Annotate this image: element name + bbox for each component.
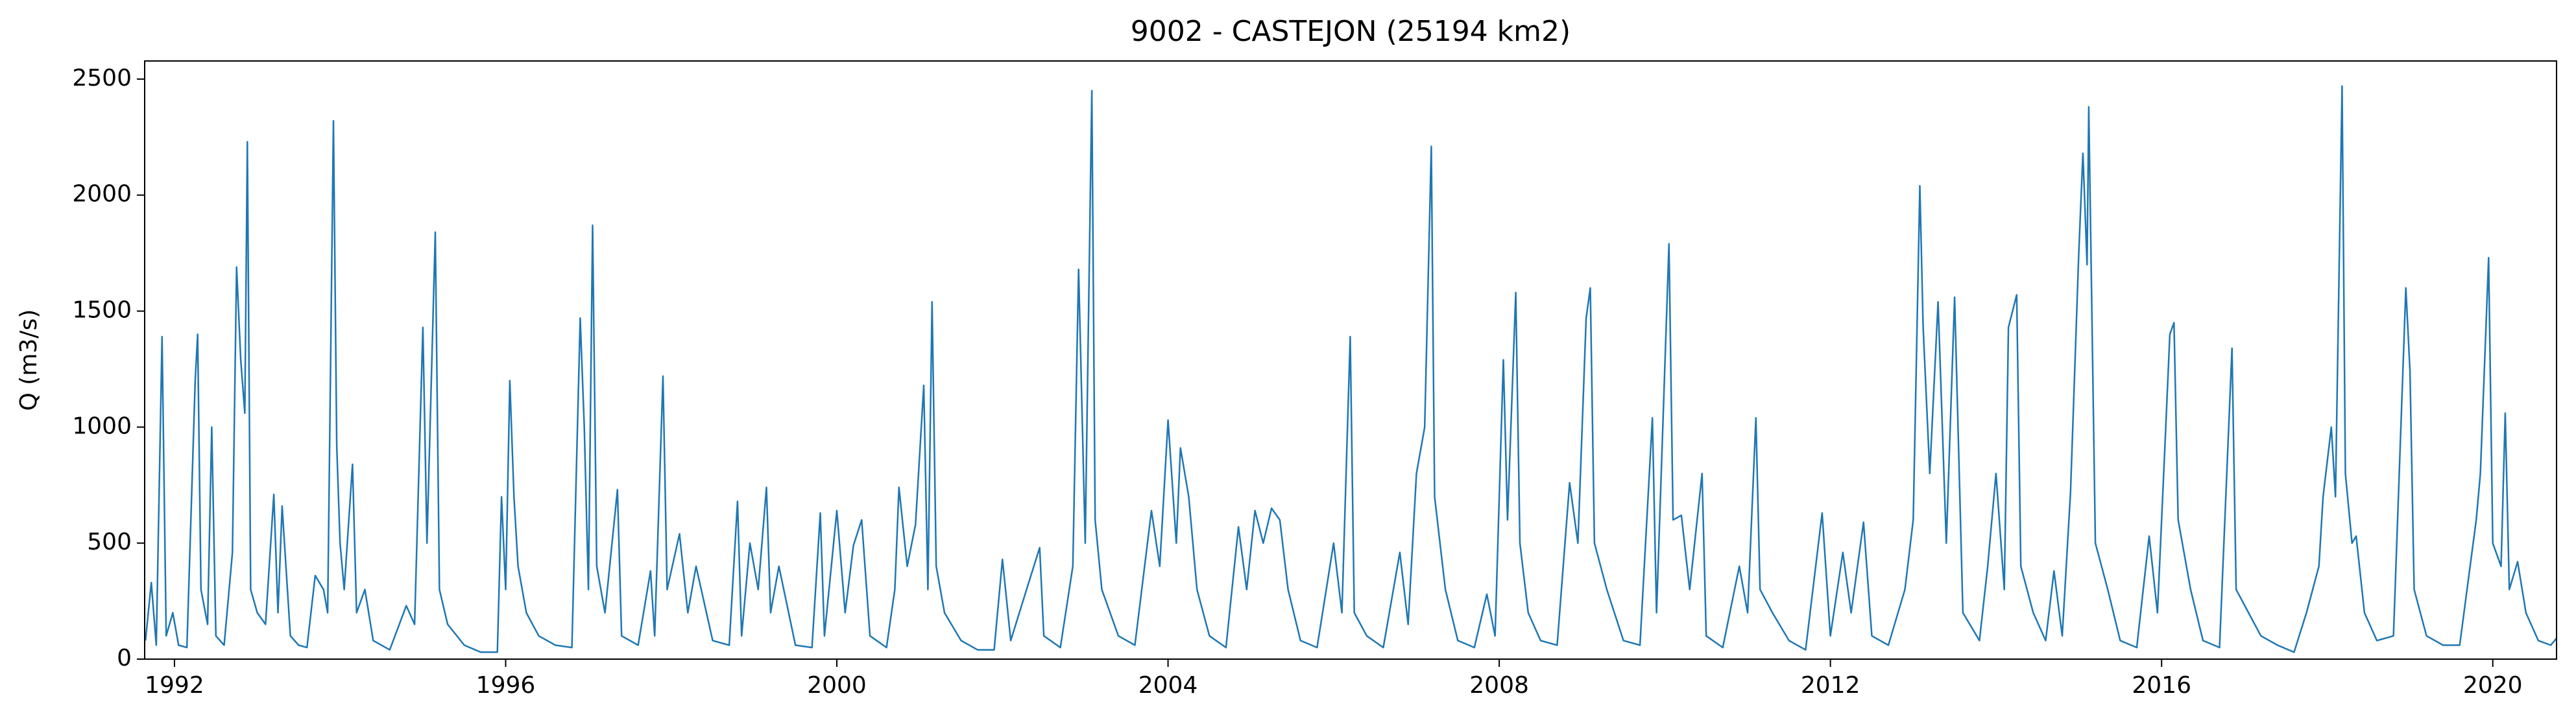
chart-title: 9002 - CASTEJON (25194 km2): [1131, 15, 1571, 48]
x-tick-label: 2016: [2132, 672, 2191, 699]
x-tick-label: 2020: [2463, 672, 2523, 699]
x-tick-label: 2008: [1469, 672, 1529, 699]
y-tick-label: 2500: [72, 65, 132, 91]
y-tick-label: 2000: [72, 181, 132, 208]
x-tick-label: 2012: [1801, 672, 1860, 699]
y-tick-label: 0: [117, 645, 132, 671]
x-tick-label: 2004: [1138, 672, 1198, 699]
plot-frame: [144, 60, 2557, 660]
x-tick-label: 1996: [476, 672, 536, 699]
x-tick-label: 1992: [145, 672, 204, 699]
x-tick-label: 2000: [807, 672, 867, 699]
y-tick-label: 500: [87, 529, 132, 555]
y-tick-label: 1000: [72, 413, 132, 439]
data-line: [145, 85, 2557, 653]
y-axis-label: Q (m3/s): [16, 309, 42, 411]
y-tick-label: 1500: [72, 297, 132, 324]
